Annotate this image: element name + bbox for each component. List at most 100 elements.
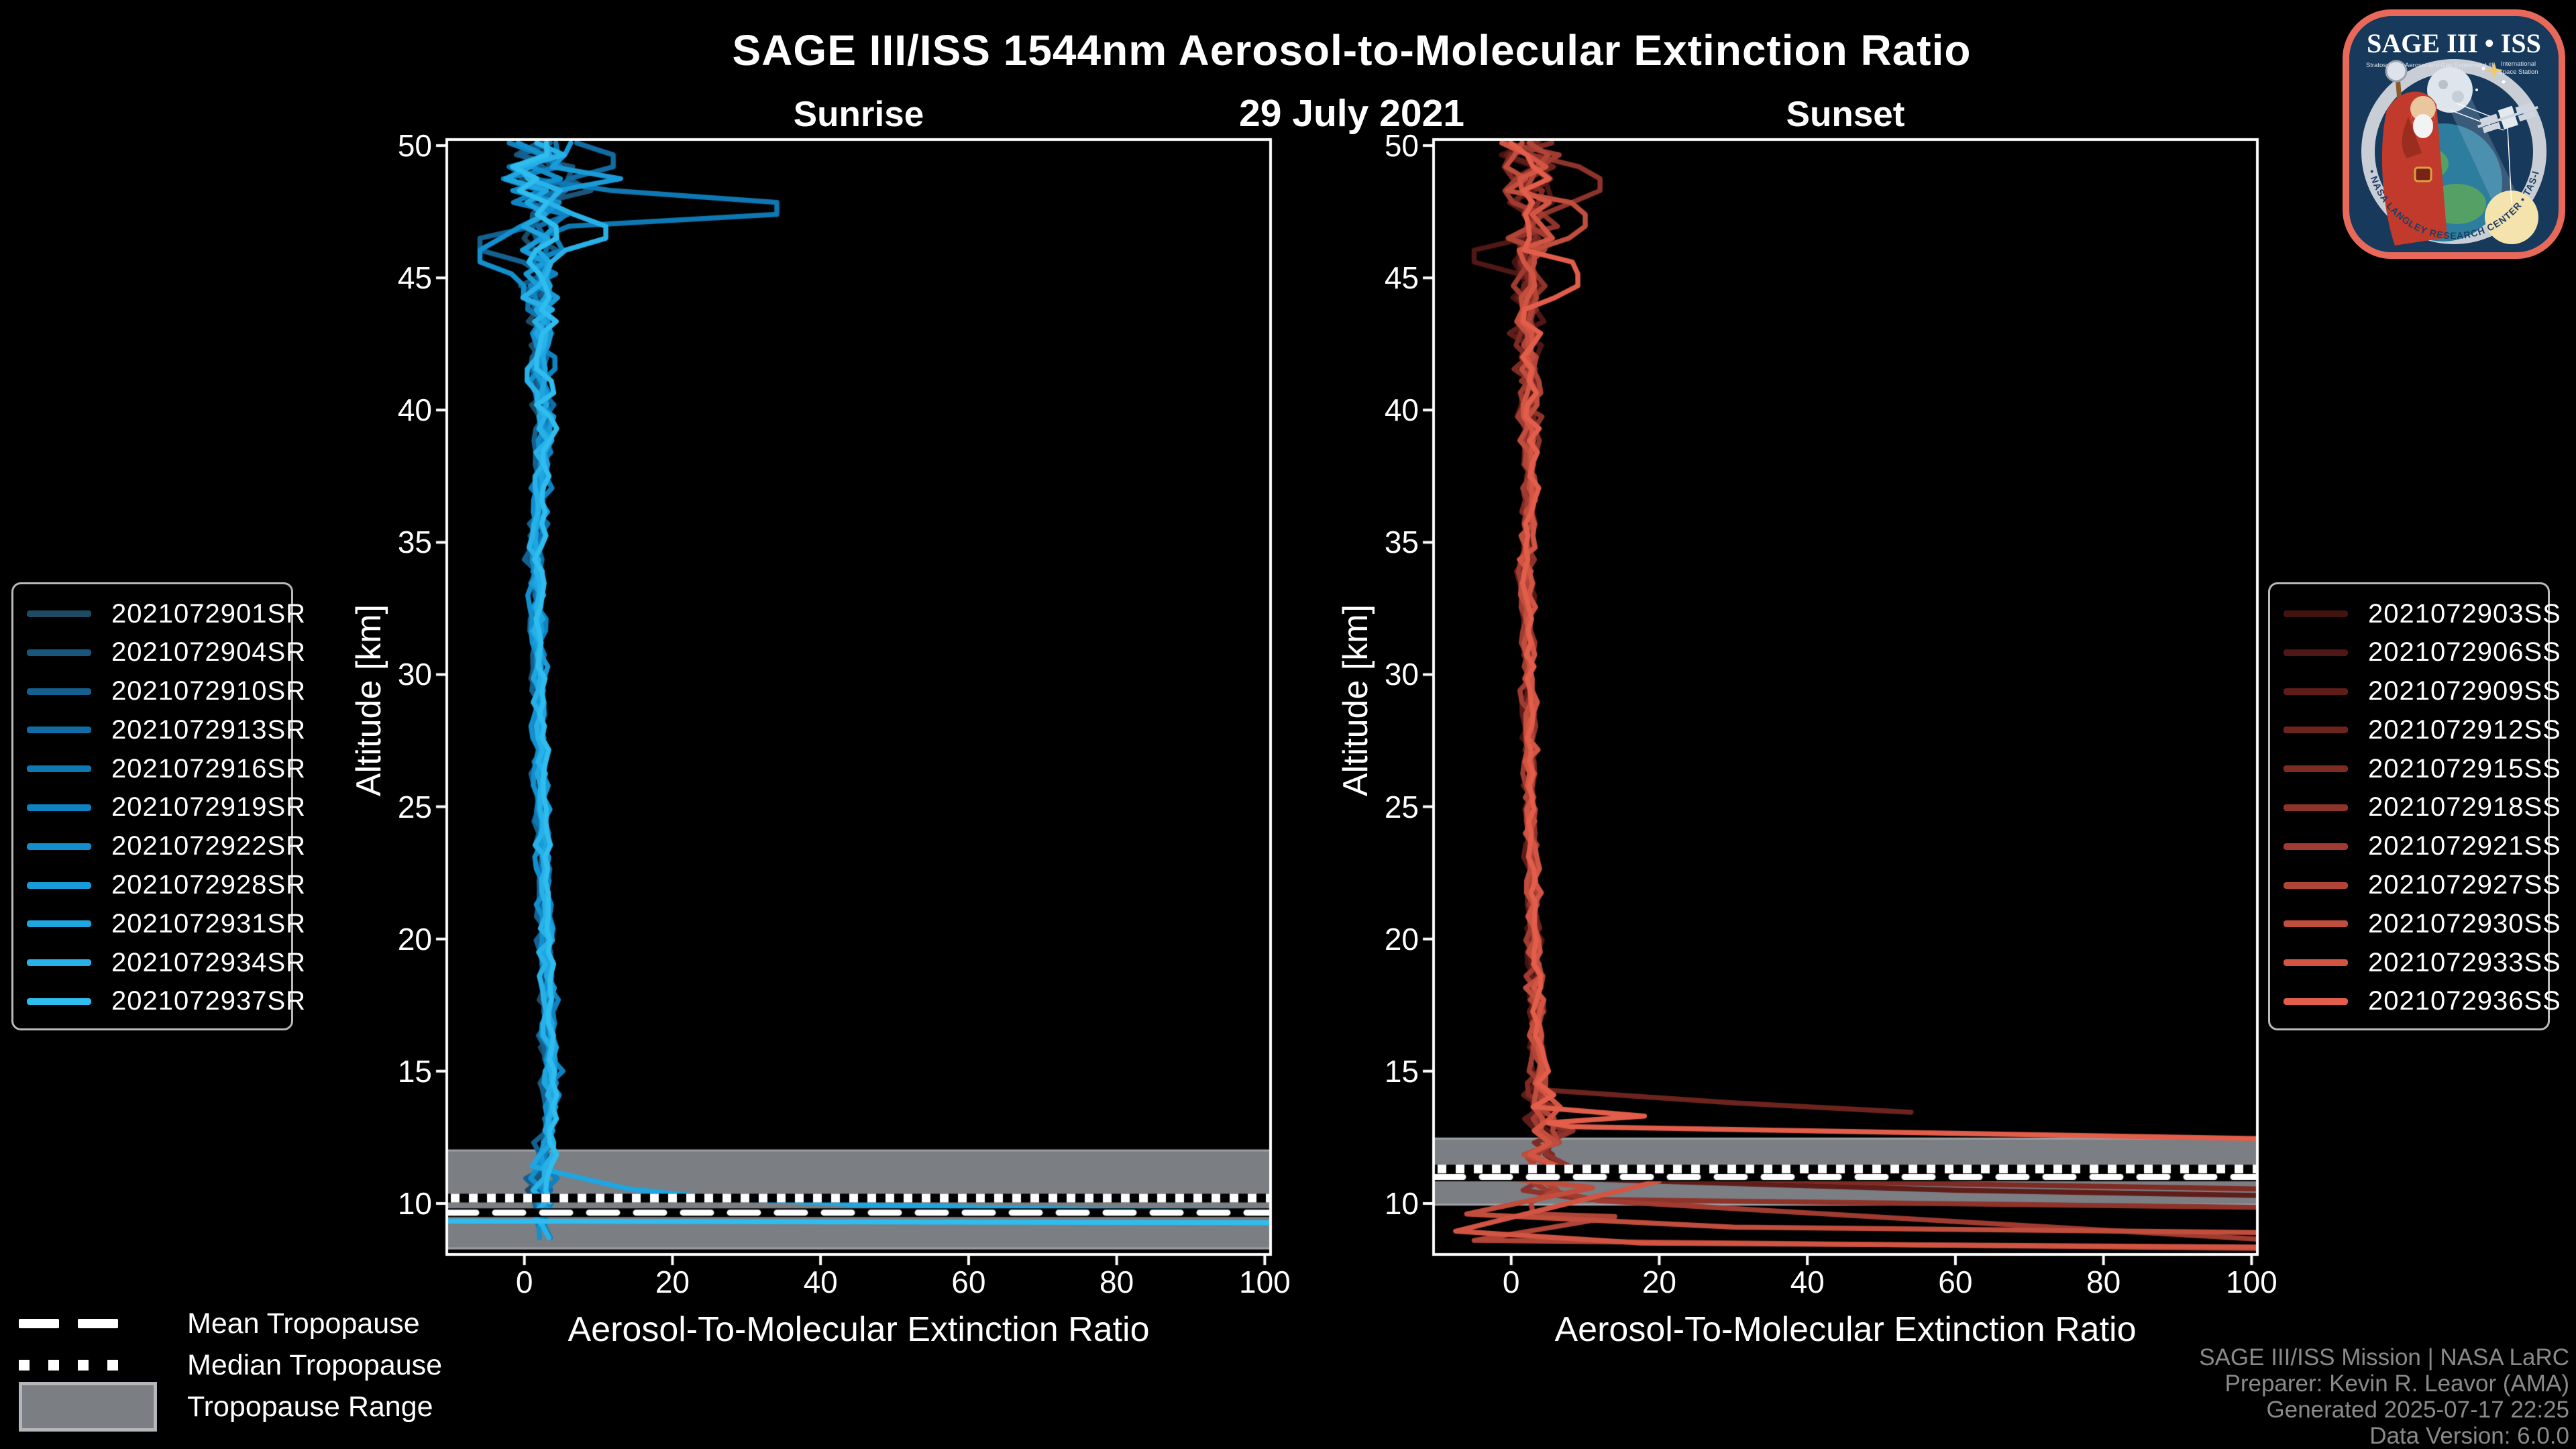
legend-line-swatch: [27, 804, 91, 811]
legend-label: 2021072933SS: [2368, 947, 2561, 977]
x-tick-label: 40: [1790, 1265, 1825, 1299]
legend-line-swatch: [2284, 804, 2348, 811]
legend-line-swatch: [27, 843, 91, 850]
legend-line-swatch: [27, 610, 91, 617]
legend-line-swatch: [27, 959, 91, 967]
legend-item: 2021072921SS: [2284, 829, 2561, 864]
legend-label: 2021072903SS: [2368, 598, 2561, 629]
legend-line-swatch: [27, 727, 91, 734]
x-tick-label: 20: [1642, 1265, 1676, 1299]
legend-item: 2021072910SR: [27, 674, 305, 709]
legend-line-swatch: [2284, 881, 2348, 889]
x-tick-label: 20: [655, 1265, 690, 1299]
y-tick-label: 15: [397, 1053, 432, 1089]
legend-label: 2021072936SS: [2368, 986, 2561, 1016]
credit-data-version: Data Version: 6.0.0: [2369, 1423, 2569, 1449]
y-tick-label: 20: [1384, 921, 1419, 957]
x-tick-label: 0: [515, 1265, 533, 1299]
legend-label: 2021072906SS: [2368, 637, 2561, 667]
legend-line-swatch: [2284, 610, 2348, 617]
dash-icon: [78, 1319, 118, 1328]
sunrise-plot-canvas: [435, 127, 1285, 1267]
legend-item: 2021072913SR: [27, 712, 305, 747]
stars: [2475, 62, 2506, 91]
legend-line-swatch: [27, 649, 91, 656]
legend-line-swatch: [27, 765, 91, 773]
y-tick-label: 35: [1384, 525, 1419, 560]
legend-line-swatch: [27, 688, 91, 695]
legend-item: 2021072906SS: [2284, 635, 2561, 670]
sunset-plot-canvas: [1421, 127, 2272, 1267]
sunset-legend: 2021072903SS 2021072906SS 2021072909SS 2021…: [2268, 582, 2561, 1030]
legend-label: 2021072918SS: [2368, 792, 2561, 822]
y-tick-label: 25: [397, 789, 432, 824]
dot-icon: [78, 1360, 89, 1371]
dot-icon: [48, 1360, 59, 1371]
legend-label: 2021072919SR: [111, 792, 307, 822]
legend-label: 2021072913SR: [111, 714, 307, 745]
logo-subtitle-right1: International: [2501, 60, 2536, 68]
legend-item: 2021072915SS: [2284, 751, 2561, 786]
legend-item: 2021072927SS: [2284, 868, 2561, 903]
legend-item: 2021072931SR: [27, 906, 305, 941]
y-tick-label: 50: [397, 128, 432, 164]
credit-preparer: Preparer: Kevin R. Leavor (AMA): [2224, 1371, 2569, 1397]
dot-icon: [107, 1360, 118, 1371]
sunrise-y-axis-label: Altitude [km]: [350, 604, 388, 797]
y-tick-label: 50: [1384, 128, 1419, 164]
legend-item: 2021072930SS: [2284, 906, 2561, 941]
legend-label: 2021072931SR: [111, 908, 307, 938]
legend-item: 2021072922SR: [27, 829, 305, 864]
x-tick-label: 40: [803, 1265, 838, 1299]
y-tick-label: 10: [1384, 1185, 1419, 1221]
y-tick-label: 45: [1384, 260, 1419, 296]
mean-tropopause-dash-swatch: [19, 1319, 163, 1328]
legend-label: 2021072928SR: [111, 870, 307, 900]
legend-item: 2021072912SS: [2284, 712, 2561, 747]
sage-figure: [2381, 60, 2447, 246]
logo-title: SAGE III • ISS: [2367, 28, 2541, 58]
x-tick-label: 60: [1938, 1265, 1973, 1299]
light-beam: [2443, 85, 2525, 225]
y-tick-label: 30: [1384, 657, 1419, 692]
y-tick-label: 35: [397, 525, 432, 560]
legend-line-swatch: [27, 998, 91, 1005]
legend-label: 2021072934SR: [111, 947, 307, 977]
legend-item: 2021072934SR: [27, 945, 305, 980]
legend-line-swatch: [2284, 649, 2348, 656]
x-tick-label: 100: [2226, 1265, 2277, 1299]
x-tick-label: 60: [951, 1265, 986, 1299]
legend-item: 2021072937SR: [27, 984, 305, 1019]
tropopause-range-row: Tropopause Range: [19, 1382, 442, 1432]
legend-line-swatch: [2284, 727, 2348, 734]
legend-item: 2021072919SR: [27, 790, 305, 825]
y-tick-label: 25: [1384, 789, 1419, 824]
y-tick-label: 15: [1384, 1053, 1419, 1089]
credit-generated: Generated 2025-07-17 22:25: [2266, 1397, 2569, 1423]
legend-item: 2021072901SR: [27, 596, 305, 631]
legend-item: 2021072909SS: [2284, 674, 2561, 709]
logo-subtitle-left: Stratospheric Aerosol and Gas Experiment…: [2366, 62, 2493, 69]
legend-item: 2021072936SS: [2284, 984, 2561, 1019]
credits: SAGE III/ISS Mission | NASA LaRC Prepare…: [2199, 1344, 2569, 1449]
legend-item: 2021072933SS: [2284, 945, 2561, 980]
tropopause-range-patch-swatch: [19, 1382, 163, 1432]
tropopause-legend: Mean Tropopause Median Tropopause Tropop…: [19, 1303, 443, 1432]
legend-label: 2021072915SS: [2368, 753, 2561, 784]
legend-label: 2021072937SR: [111, 986, 307, 1016]
logo-subtitle-right2: Space Station: [2498, 68, 2538, 76]
tropopause-range-label: Tropopause Range: [187, 1390, 433, 1423]
legend-label: 2021072930SS: [2368, 908, 2561, 938]
legend-label: 2021072909SS: [2368, 676, 2561, 706]
legend-label: 2021072901SR: [111, 598, 307, 629]
legend-label: 2021072921SS: [2368, 831, 2561, 861]
legend-label: 2021072904SR: [111, 637, 307, 667]
legend-item: 2021072916SR: [27, 751, 305, 786]
legend-line-swatch: [2284, 959, 2348, 967]
sage-iss-logo: SAGE III • ISS Stratospheric Aerosol and…: [2343, 9, 2565, 259]
legend-line-swatch: [27, 920, 91, 928]
median-tropopause-label: Median Tropopause: [187, 1348, 443, 1381]
legend-item: 2021072903SS: [2284, 596, 2561, 631]
x-tick-label: 100: [1239, 1265, 1291, 1299]
